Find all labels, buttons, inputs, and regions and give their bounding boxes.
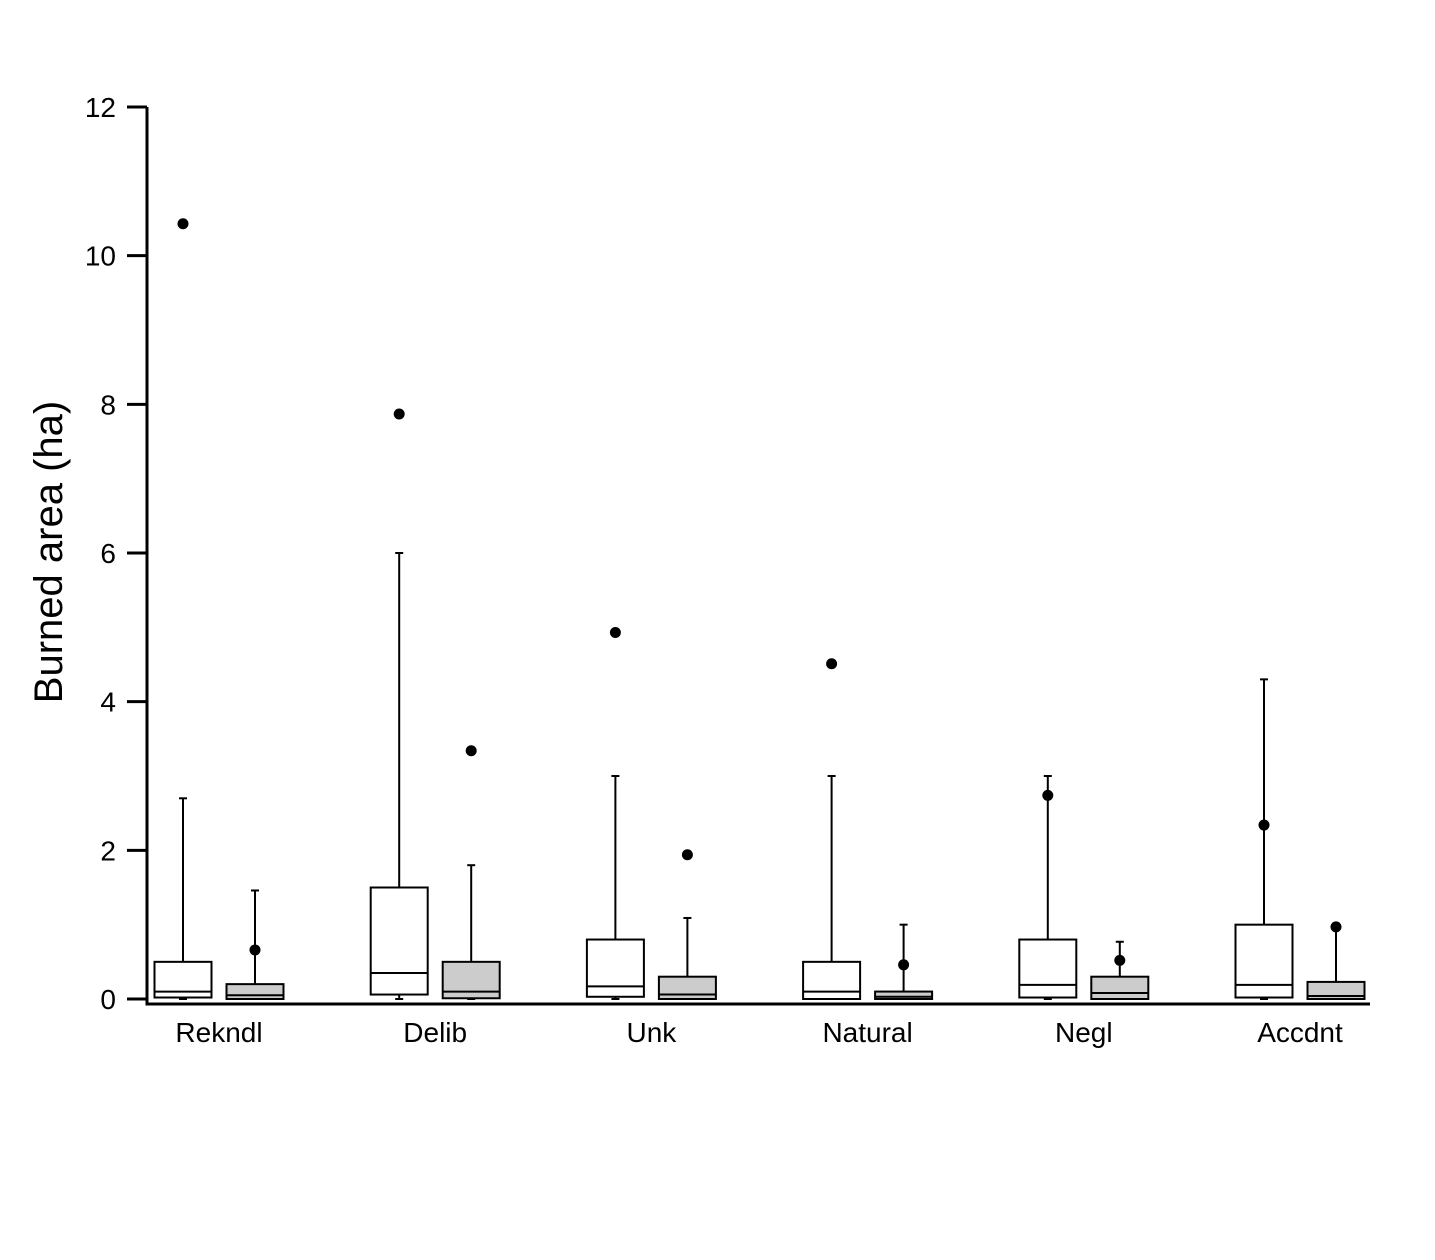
box [657,975,717,1001]
y-tick-label: 12 [85,92,116,123]
mean-point [465,745,477,757]
category-label: Delib [403,1017,467,1048]
box-group [369,408,429,1000]
mean-point [393,408,405,420]
category-label: Accdnt [1257,1017,1343,1048]
y-tick-label: 6 [100,538,116,569]
box [369,886,429,996]
mean-point [177,218,189,230]
y-tick-label: 10 [85,241,116,272]
box-group [1090,940,1150,1001]
mean-point [826,658,838,670]
box [802,960,862,1000]
mean-point [1042,789,1054,801]
mean-point [1114,954,1126,966]
y-tick-label: 0 [100,984,116,1015]
mean-point [1258,819,1270,831]
box-group [585,627,645,1000]
category-label: Rekndl [175,1017,262,1048]
mean-point [609,627,621,639]
mean-point [249,944,261,956]
box [1018,938,1078,999]
mean-point [898,959,910,971]
box [874,990,934,1000]
y-tick-label: 2 [100,835,116,866]
box-group [1018,775,1078,1000]
box [441,960,501,1000]
y-axis-title: Burned area (ha) [27,401,71,703]
mean-point [1330,921,1342,933]
box-group [1306,921,1366,1000]
box-group [225,889,285,1001]
box [225,983,285,1001]
box-group [153,218,213,1000]
category-label: Negl [1055,1017,1113,1048]
box-group [441,745,501,1000]
y-tick-label: 8 [100,389,116,420]
y-tick-label: 4 [100,687,116,718]
plot-area: 0 2 4 6 8 10 12 Rekndl Delib Unk Natural Negl Accdnt [85,92,1370,1048]
box-group [802,658,862,1000]
category-label: Natural [822,1017,912,1048]
box [1090,975,1150,1001]
category-label: Unk [627,1017,678,1048]
mean-point [681,849,693,861]
box [585,938,645,998]
box-group [874,923,934,1000]
box-group [657,849,717,1001]
box [1306,980,1366,1000]
box [1234,923,1294,999]
box-group [1234,678,1294,1000]
